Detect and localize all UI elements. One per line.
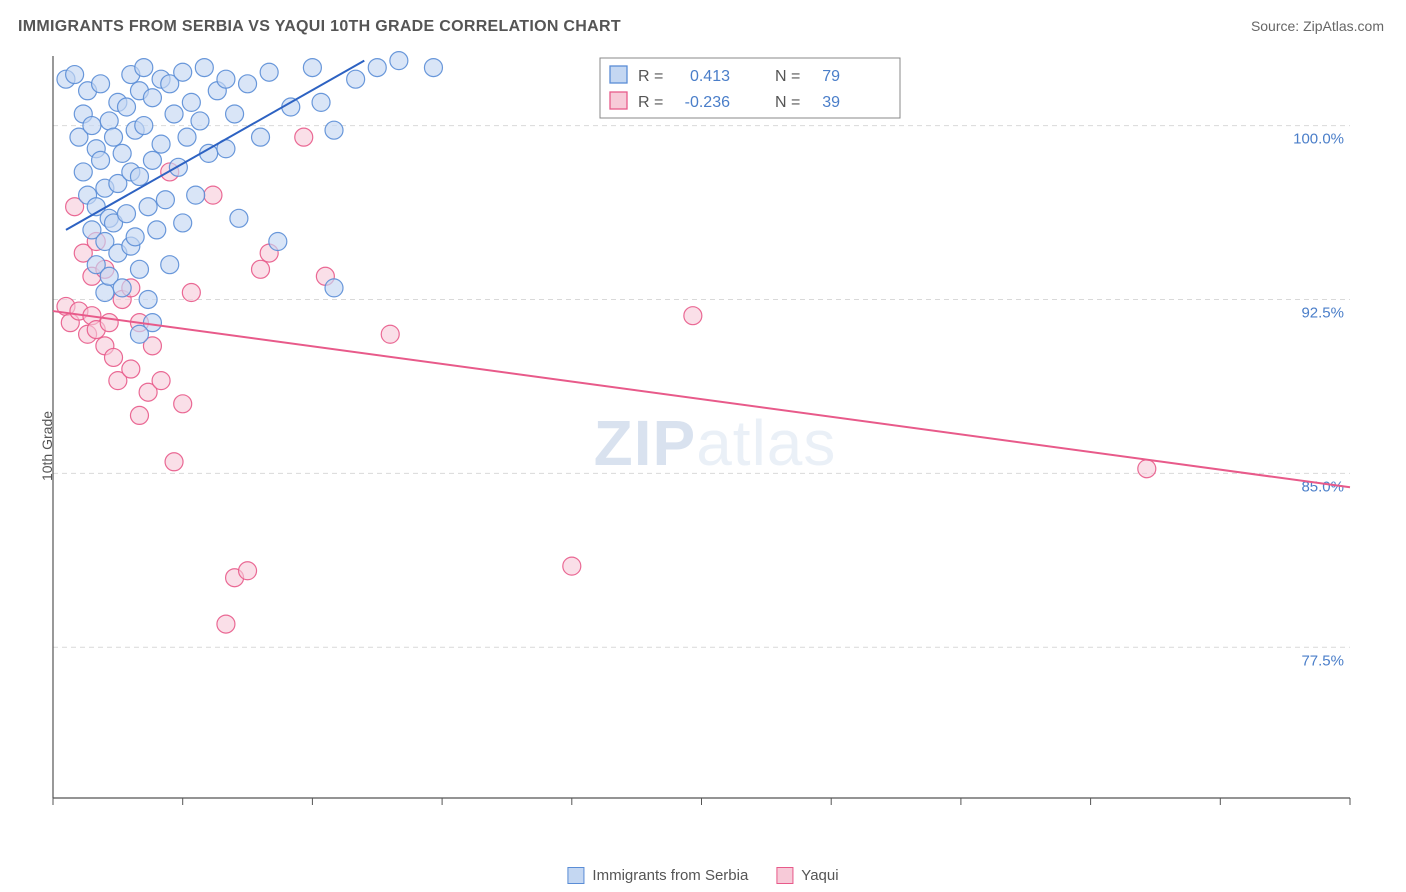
- svg-text:N =: N =: [775, 68, 800, 85]
- svg-text:79: 79: [822, 68, 840, 85]
- source-attribution: Source: ZipAtlas.com: [1251, 18, 1384, 34]
- svg-text:R =: R =: [638, 94, 663, 111]
- plot-area: 77.5%85.0%92.5%100.0%R =0.413N =79R =-0.…: [45, 48, 1385, 838]
- svg-text:39: 39: [822, 94, 840, 111]
- svg-text:-0.236: -0.236: [685, 94, 730, 111]
- legend-item-yaqui: Yaqui: [776, 867, 838, 884]
- legend-item-serbia: Immigrants from Serbia: [567, 867, 748, 884]
- legend-swatch-yaqui: [776, 867, 793, 884]
- svg-text:100.0%: 100.0%: [1293, 131, 1344, 148]
- svg-text:R =: R =: [638, 68, 663, 85]
- source-link[interactable]: ZipAtlas.com: [1303, 18, 1384, 34]
- scatter-chart: 77.5%85.0%92.5%100.0%R =0.413N =79R =-0.…: [45, 48, 1385, 838]
- svg-text:92.5%: 92.5%: [1301, 304, 1344, 321]
- svg-text:N =: N =: [775, 94, 800, 111]
- source-prefix: Source:: [1251, 18, 1303, 34]
- legend-swatch-serbia: [567, 867, 584, 884]
- legend-label-serbia: Immigrants from Serbia: [592, 867, 748, 884]
- svg-text:77.5%: 77.5%: [1301, 652, 1344, 669]
- legend-label-yaqui: Yaqui: [801, 867, 838, 884]
- bottom-legend: Immigrants from Serbia Yaqui: [567, 867, 838, 884]
- chart-title: IMMIGRANTS FROM SERBIA VS YAQUI 10TH GRA…: [18, 18, 621, 36]
- svg-text:0.413: 0.413: [690, 68, 730, 85]
